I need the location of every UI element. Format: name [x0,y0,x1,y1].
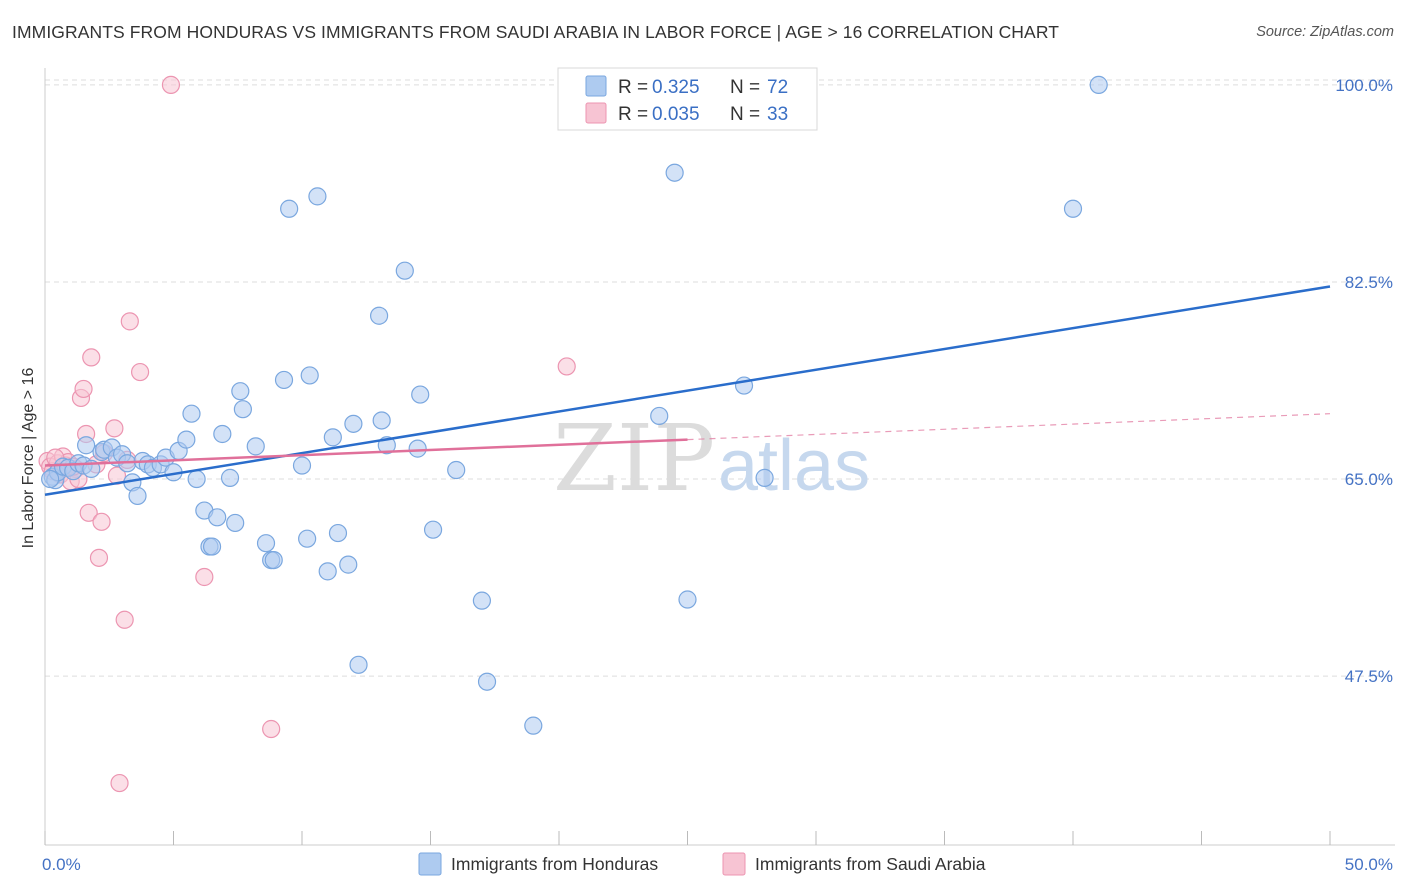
honduras-point-25 [177,430,196,449]
y-tick-label-3: 100.0% [1335,76,1393,95]
honduras-point-63 [524,716,543,735]
honduras-point-31 [208,508,227,527]
honduras-point-62 [477,672,497,691]
saudi-point-18 [92,512,111,531]
saudi-point-25 [120,312,139,331]
legend-r-value-honduras: 0.325 [652,77,700,98]
gridlines [45,79,1395,677]
honduras-point-35 [231,382,250,401]
honduras-point-17 [128,486,147,506]
y-tick-label-1: 65.0% [1345,470,1393,489]
honduras-point-65 [665,163,684,182]
legend-n-label-saudi: N = [730,104,760,125]
honduras-point-66 [678,590,697,609]
honduras-point-46 [308,187,327,206]
honduras-trend-line [44,285,1331,497]
bottom-legend-label-honduras: Immigrants from Honduras [451,854,658,874]
saudi-trend-line [44,438,688,467]
honduras-point-40 [264,550,283,570]
y-tick-labels: 47.5% 65.0% 82.5% 100.0% [1335,76,1393,686]
legend-r-label-saudi: R = [618,104,648,125]
honduras-point-49 [328,523,348,543]
saudi-point-17 [89,548,109,567]
bottom-legend-label-saudi: Immigrants from Saudi Arabia [755,854,986,874]
saudi-point-26 [130,362,150,382]
y-tick-label-0: 47.5% [1345,667,1393,686]
honduras-point-8 [77,436,96,455]
honduras-point-70 [1089,75,1108,94]
honduras-point-64 [650,406,669,426]
honduras-points [41,75,1108,735]
honduras-point-26 [182,404,201,423]
saudi-point-30 [557,357,576,376]
honduras-point-48 [323,428,342,447]
series-legend: Immigrants from Honduras Immigrants from… [418,852,986,876]
correlation-legend: R = 0.325 N = 72 R = 0.035 N = 33 [557,67,818,131]
saudi-point-28 [195,567,214,587]
honduras-point-41 [274,370,294,390]
honduras-point-44 [298,529,317,548]
honduras-point-37 [246,437,265,456]
honduras-point-36 [233,400,252,419]
honduras-point-43 [292,456,312,475]
watermark-atlas: atlas [718,426,870,506]
honduras-point-45 [300,366,319,385]
saudi-point-27 [161,75,181,94]
honduras-point-56 [395,261,414,280]
saudi-point-20 [105,419,124,438]
watermark: ZIP atlas [553,405,870,512]
honduras-point-52 [349,655,368,674]
saudi-point-22 [110,773,129,793]
x-tick-label-max: 50.0% [1345,855,1393,874]
legend-r-value-saudi: 0.035 [652,104,700,125]
legend-swatch-saudi [585,102,607,124]
honduras-point-50 [339,555,358,574]
honduras-point-47 [318,562,337,581]
y-tick-label-2: 82.5% [1345,273,1393,292]
honduras-point-33 [220,468,240,487]
honduras-point-42 [280,199,299,218]
honduras-point-51 [344,414,363,433]
honduras-point-53 [370,306,389,325]
legend-n-value-honduras: 72 [767,77,788,98]
honduras-point-54 [372,411,391,430]
saudi-point-23 [115,610,134,629]
honduras-point-59 [423,520,443,539]
honduras-point-58 [411,385,430,404]
bottom-legend-swatch-honduras [418,852,442,876]
honduras-point-38 [256,534,276,553]
chart-source: Source: ZipAtlas.com [1256,24,1394,40]
x-axis-ticks [44,831,1331,845]
saudi-point-12 [74,379,93,399]
honduras-point-71 [41,469,60,489]
honduras-point-27 [187,469,206,489]
trend-lines [44,285,1331,497]
legend-swatch-honduras [585,75,607,97]
honduras-point-69 [1063,199,1083,218]
saudi-point-29 [262,719,281,739]
honduras-point-32 [213,424,232,444]
saudi-trend-extension [687,413,1331,441]
honduras-point-57 [408,439,427,458]
watermark-zip: ZIP [553,405,715,512]
legend-r-label-honduras: R = [618,77,648,98]
legend-n-label-honduras: N = [730,77,760,98]
saudi-point-15 [82,348,101,367]
y-axis-title: In Labor Force | Age > 16 [20,368,37,549]
honduras-point-61 [472,591,491,610]
chart-title: IMMIGRANTS FROM HONDURAS VS IMMIGRANTS F… [12,22,1060,42]
legend-n-value-saudi: 33 [767,104,788,125]
honduras-point-34 [226,513,245,533]
bottom-legend-swatch-saudi [722,852,746,876]
honduras-point-30 [202,537,222,556]
saudi-point-14 [79,503,98,522]
honduras-point-60 [447,460,466,480]
x-tick-labels: 0.0% 50.0% [42,855,1393,874]
x-tick-label-min: 0.0% [42,855,81,874]
honduras-point-68 [755,468,774,487]
